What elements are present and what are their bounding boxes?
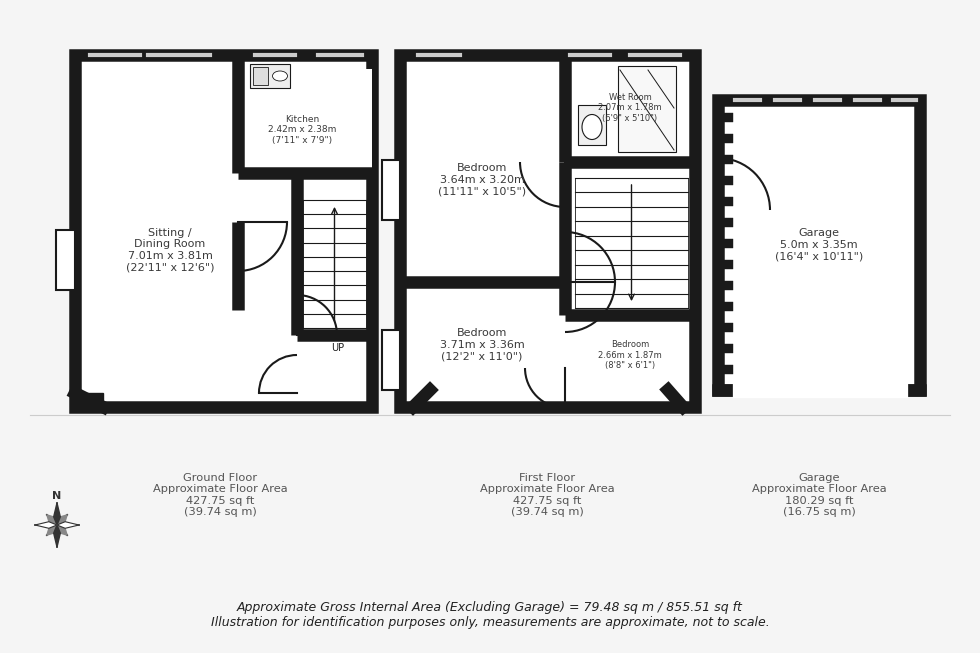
Bar: [718, 281, 733, 290]
Bar: [718, 218, 733, 227]
Bar: [382, 160, 400, 220]
Text: Kitchen
2.42m x 2.38m
(7'11" x 7'9"): Kitchen 2.42m x 2.38m (7'11" x 7'9"): [268, 115, 336, 145]
Bar: [56, 230, 75, 290]
Bar: [75, 55, 372, 407]
Bar: [400, 55, 695, 407]
Bar: [718, 239, 733, 248]
Bar: [382, 330, 400, 390]
Ellipse shape: [582, 114, 602, 140]
Bar: [250, 64, 290, 88]
Bar: [718, 113, 733, 122]
Polygon shape: [75, 393, 103, 407]
Polygon shape: [239, 69, 372, 173]
Polygon shape: [54, 503, 61, 525]
Polygon shape: [54, 525, 61, 547]
Text: Ground Floor
Approximate Floor Area
427.75 sq ft
(39.74 sq m): Ground Floor Approximate Floor Area 427.…: [153, 473, 287, 517]
Bar: [718, 323, 733, 332]
Polygon shape: [57, 522, 79, 528]
Bar: [718, 344, 733, 353]
Bar: [618, 66, 676, 152]
Polygon shape: [57, 515, 67, 525]
Ellipse shape: [272, 71, 287, 81]
Text: Bedroom
3.71m x 3.36m
(12'2" x 11'0"): Bedroom 3.71m x 3.36m (12'2" x 11'0"): [440, 328, 524, 362]
Text: N: N: [52, 491, 62, 501]
Text: Bedroom
2.66m x 1.87m
(8'8" x 6'1"): Bedroom 2.66m x 1.87m (8'8" x 6'1"): [598, 340, 662, 370]
Bar: [718, 260, 733, 269]
Text: DN: DN: [593, 160, 608, 170]
Polygon shape: [47, 515, 57, 525]
Bar: [718, 302, 733, 311]
Polygon shape: [47, 525, 57, 535]
Bar: [718, 155, 733, 164]
Text: Wet Room
2.07m x 1.78m
(6'9" x 5'10"): Wet Room 2.07m x 1.78m (6'9" x 5'10"): [598, 93, 662, 123]
Bar: [253, 67, 268, 85]
Bar: [718, 365, 733, 374]
Polygon shape: [57, 525, 67, 535]
Bar: [718, 134, 733, 143]
Text: Approximate Gross Internal Area (Excluding Garage) = 79.48 sq m / 855.51 sq ft
I: Approximate Gross Internal Area (Excludi…: [211, 601, 769, 629]
Bar: [718, 100, 920, 390]
Bar: [578, 105, 606, 145]
Text: Bedroom
3.64m x 3.20m
(11'11" x 10'5"): Bedroom 3.64m x 3.20m (11'11" x 10'5"): [438, 163, 526, 197]
Bar: [718, 176, 733, 185]
Text: Sitting /
Dining Room
7.01m x 3.81m
(22'11" x 12'6"): Sitting / Dining Room 7.01m x 3.81m (22'…: [125, 228, 215, 272]
Polygon shape: [75, 55, 372, 407]
Text: UP: UP: [331, 343, 345, 353]
Bar: [718, 197, 733, 206]
Text: Garage
Approximate Floor Area
180.29 sq ft
(16.75 sq m): Garage Approximate Floor Area 180.29 sq …: [752, 473, 886, 517]
Polygon shape: [35, 522, 57, 528]
Text: Garage
5.0m x 3.35m
(16'4" x 10'11"): Garage 5.0m x 3.35m (16'4" x 10'11"): [775, 229, 863, 262]
Text: First Floor
Approximate Floor Area
427.75 sq ft
(39.74 sq m): First Floor Approximate Floor Area 427.7…: [479, 473, 614, 517]
